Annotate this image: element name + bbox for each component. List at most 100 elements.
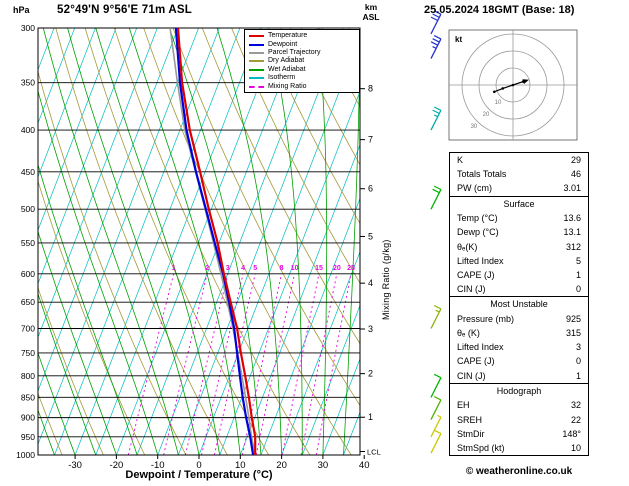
legend-swatch bbox=[249, 60, 264, 63]
svg-text:LCL: LCL bbox=[367, 448, 381, 457]
legend-swatch bbox=[249, 85, 264, 88]
svg-text:25: 25 bbox=[347, 265, 355, 272]
stat-value: 1 bbox=[575, 370, 581, 381]
legend-label: Parcel Trajectory bbox=[268, 48, 321, 56]
svg-text:2: 2 bbox=[205, 265, 209, 272]
stat-section-title: Hodograph bbox=[496, 385, 542, 396]
stat-row: CAPE (J) 0 bbox=[450, 354, 588, 368]
svg-text:6: 6 bbox=[368, 184, 373, 194]
svg-text:-20: -20 bbox=[110, 460, 124, 471]
stat-row: θₑ (K) 315 bbox=[450, 326, 588, 340]
svg-text:20: 20 bbox=[276, 460, 287, 471]
stat-row: CAPE (J) 1 bbox=[450, 268, 588, 282]
stat-value: 32 bbox=[570, 400, 581, 411]
svg-text:8: 8 bbox=[280, 265, 284, 272]
svg-text:2: 2 bbox=[368, 369, 373, 379]
svg-text:500: 500 bbox=[21, 204, 35, 214]
legend-label: Dry Adiabat bbox=[268, 57, 305, 65]
stat-section: Hodograph EH 32 SREH 22 StmDir 148° StmSpd (kt)… bbox=[449, 383, 589, 457]
legend-swatch bbox=[249, 51, 264, 54]
stat-value: 0 bbox=[575, 356, 581, 367]
svg-text:900: 900 bbox=[21, 413, 35, 423]
svg-text:40: 40 bbox=[359, 460, 370, 471]
svg-text:20: 20 bbox=[483, 112, 490, 118]
copyright: © weatheronline.co.uk bbox=[465, 466, 573, 477]
svg-text:10: 10 bbox=[291, 265, 299, 272]
legend-label: Wet Adiabat bbox=[268, 65, 306, 73]
svg-text:350: 350 bbox=[21, 78, 35, 88]
svg-text:kt: kt bbox=[455, 35, 462, 44]
stat-row: StmDir 148° bbox=[450, 427, 588, 441]
stat-value: 13.6 bbox=[563, 213, 581, 224]
stat-value: 3 bbox=[575, 342, 581, 353]
stat-value: 148° bbox=[562, 428, 581, 439]
km-asl-axis-label: km ASL bbox=[356, 2, 386, 22]
wind-barb-column bbox=[430, 10, 442, 454]
sounding-profiles bbox=[169, 28, 257, 455]
stat-value: 10 bbox=[570, 442, 581, 453]
stat-row: Lifted Index 3 bbox=[450, 340, 588, 354]
stat-label: θₑ (K) bbox=[457, 328, 480, 339]
stat-row: Totals Totals 46 bbox=[450, 167, 588, 181]
stat-value: 5 bbox=[575, 255, 581, 266]
legend: Temperature Dewpoint Parcel Trajectory Dry … bbox=[244, 29, 360, 93]
legend-swatch bbox=[249, 35, 264, 38]
svg-text:20: 20 bbox=[333, 265, 341, 272]
legend-item: Wet Adiabat bbox=[249, 66, 357, 74]
pressure-grid: 3003504004505005506006507007508008509009… bbox=[16, 23, 369, 471]
stat-label: Lifted Index bbox=[457, 342, 504, 353]
stat-label: Lifted Index bbox=[457, 255, 504, 266]
legend-label: Isotherm bbox=[268, 74, 296, 82]
legend-item: Isotherm bbox=[249, 74, 357, 82]
stat-section-title: Most Unstable bbox=[490, 299, 548, 310]
km-unit-label: km bbox=[364, 2, 378, 12]
stat-label: θₑ(K) bbox=[457, 241, 478, 252]
stat-label: CIN (J) bbox=[457, 370, 486, 381]
stat-value: 315 bbox=[565, 328, 581, 339]
mixing-ratio-axis-label: Mixing Ratio (g/kg) bbox=[381, 239, 391, 321]
stat-value: 13.1 bbox=[563, 227, 581, 238]
valid-datetime: 25.05.2024 18GMT (Base: 18) bbox=[424, 4, 575, 16]
svg-text:4: 4 bbox=[241, 265, 245, 272]
legend-item: Dewpoint bbox=[249, 40, 357, 48]
svg-text:3: 3 bbox=[368, 324, 373, 334]
svg-text:400: 400 bbox=[21, 125, 35, 135]
svg-text:850: 850 bbox=[21, 392, 35, 402]
svg-text:3: 3 bbox=[226, 265, 230, 272]
svg-text:-10: -10 bbox=[151, 460, 165, 471]
stat-row: Dewp (°C) 13.1 bbox=[450, 225, 588, 239]
svg-text:30: 30 bbox=[471, 124, 478, 130]
legend-item: Temperature bbox=[249, 32, 357, 40]
stat-row: Lifted Index 5 bbox=[450, 254, 588, 268]
stat-value: 46 bbox=[570, 169, 581, 180]
stat-label: Pressure (mb) bbox=[457, 313, 515, 324]
stat-label: StmSpd (kt) bbox=[457, 442, 505, 453]
svg-text:7: 7 bbox=[368, 135, 373, 145]
svg-text:30: 30 bbox=[318, 460, 329, 471]
station-title: 52°49'N 9°56'E 71m ASL bbox=[57, 4, 192, 16]
stat-label: K bbox=[457, 155, 464, 165]
stat-row: K 29 bbox=[450, 153, 588, 167]
svg-text:1: 1 bbox=[172, 265, 176, 272]
stat-label: CIN (J) bbox=[457, 284, 486, 295]
svg-text:10: 10 bbox=[235, 460, 246, 471]
svg-text:750: 750 bbox=[21, 348, 35, 358]
svg-text:450: 450 bbox=[21, 167, 35, 177]
legend-swatch bbox=[249, 43, 264, 46]
svg-text:0: 0 bbox=[196, 460, 201, 471]
hodograph: 10 20 30 kt bbox=[448, 29, 578, 141]
stat-label: Totals Totals bbox=[457, 169, 507, 180]
stat-label: Temp (°C) bbox=[457, 213, 498, 224]
legend-swatch bbox=[249, 77, 264, 80]
legend-label: Temperature bbox=[268, 32, 308, 40]
pressure-axis-unit: hPa bbox=[13, 5, 30, 15]
stat-value: 29 bbox=[570, 155, 581, 165]
stat-row: CIN (J) 1 bbox=[450, 369, 588, 383]
stat-label: CAPE (J) bbox=[457, 356, 495, 367]
stat-value: 312 bbox=[565, 241, 581, 252]
stat-row: Pressure (mb) 925 bbox=[450, 312, 588, 326]
svg-text:950: 950 bbox=[21, 432, 35, 442]
stat-label: Dewp (°C) bbox=[457, 227, 499, 238]
